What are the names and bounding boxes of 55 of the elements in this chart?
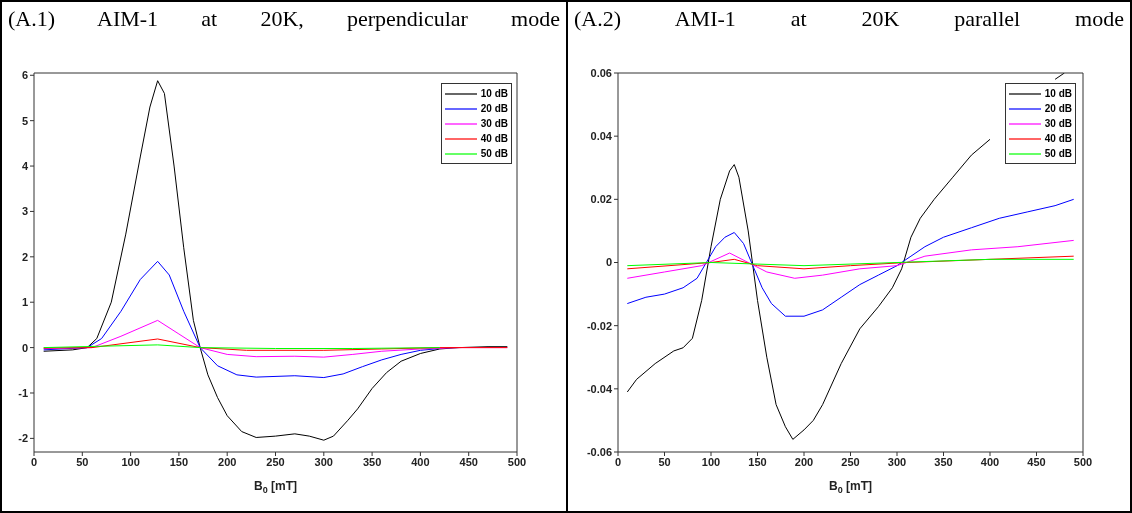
y-tick-label: 2 [21,250,28,263]
x-tick-label: 50 [76,455,89,468]
legend-label: 50 dB [480,148,508,159]
y-tick-label: 5 [21,114,28,127]
y-tick-label: 0 [21,341,28,354]
legend-label: 30 dB [1044,118,1072,129]
legend-label: 20 dB [480,103,508,114]
y-tick-label: 0 [605,256,612,269]
legend-label: 50 dB [1044,148,1072,159]
x-tick-label: 500 [1073,455,1093,468]
x-tick-label: 300 [887,455,907,468]
y-tick-label: 3 [21,205,28,218]
legend-label: 30 dB [480,118,508,129]
x-tick-label: 100 [701,455,721,468]
x-axis-title: B$_{0}$ [mT] [828,479,873,495]
y-tick-label: 4 [21,159,29,172]
y-tick-label: 0.02 [590,193,612,206]
x-tick-label: 100 [121,455,140,468]
y-tick-label: 6 [21,69,28,82]
chart-title: (A.2) AMI-1 at 20K parallel mode [573,5,1125,33]
x-tick-label: 150 [748,455,767,468]
x-tick-label: 0 [30,455,38,468]
x-tick-label: 50 [658,455,671,468]
y-tick-label: -1 [18,386,28,399]
x-axis-title: B$_{0}$ [mT] [253,479,298,495]
x-tick-label: 0 [614,455,622,468]
y-tick-label: 0.04 [590,130,613,143]
x-tick-label: 250 [841,455,860,468]
y-tick-label: 1 [21,296,28,309]
chart-title: (A.1) AIM-1 at 20K, perpendicular mode [7,5,561,33]
legend-label: 40 dB [1044,133,1072,144]
x-tick-label: 400 [411,455,430,468]
x-tick-label: 350 [934,455,953,468]
x-tick-label: 250 [266,455,285,468]
x-tick-label: 300 [314,455,333,468]
y-tick-label: -0.02 [586,319,612,332]
x-tick-label: 150 [169,455,189,468]
legend-label: 20 dB [1044,103,1072,114]
legend-label: 10 dB [1044,88,1072,99]
x-tick-label: 450 [1027,455,1046,468]
y-tick-label: -0.04 [586,382,613,395]
legend-label: 10 dB [480,88,508,99]
line-series [626,198,1075,317]
legend-label: 40 dB [480,133,508,144]
x-tick-label: 500 [507,455,527,468]
x-tick-label: 450 [459,455,478,468]
y-tick-label: 0.06 [590,66,612,79]
y-tick-label: -2 [18,432,28,445]
line-series [43,80,508,441]
x-tick-label: 400 [980,455,1000,468]
x-tick-label: 200 [794,455,814,468]
x-tick-label: 200 [218,455,237,468]
y-tick-label: -0.06 [586,445,612,458]
line-series [626,239,1075,279]
x-tick-label: 350 [362,455,382,468]
